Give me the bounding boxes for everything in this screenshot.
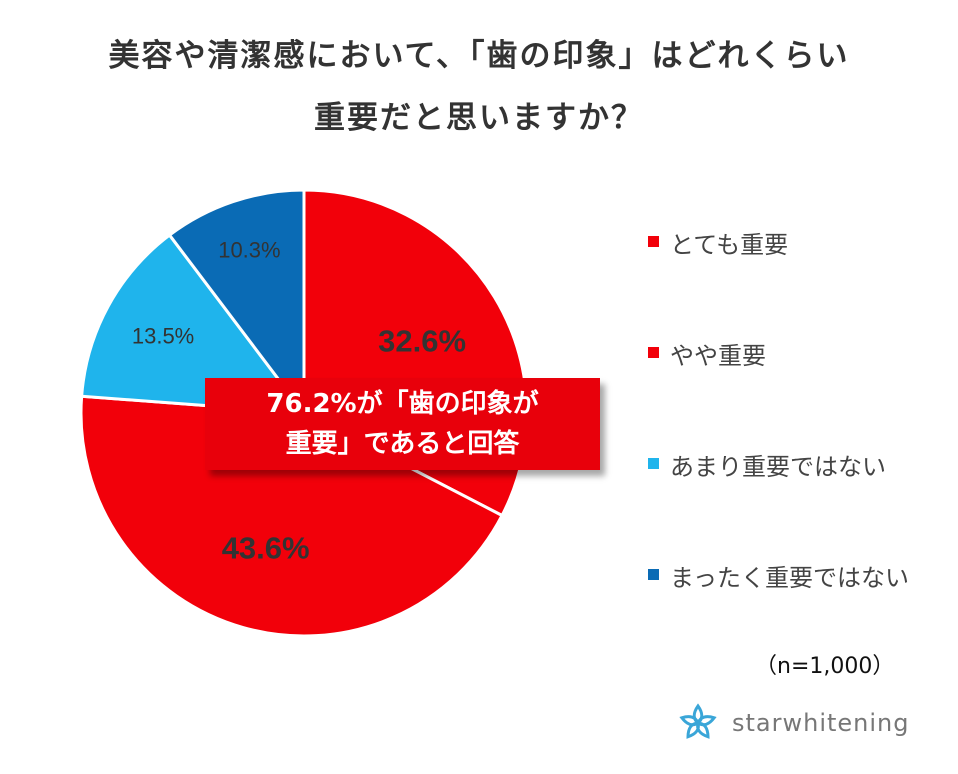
legend-swatch [648,236,659,247]
pie-slice [79,394,504,638]
legend-swatch [648,458,659,469]
legend-label: まったく重要ではない [670,564,910,592]
legend-label: やや重要 [670,342,766,370]
legend-swatch [648,347,659,358]
legend: とても重要 やや重要 あまり重要ではない まったく重要ではない [648,225,909,669]
slice-value-label: 43.6% [222,531,310,566]
legend-item-very-important: とても重要 [648,225,909,336]
pie-slice [80,233,306,415]
chart-title-line-1: 美容や清潔感において、「歯の印象」はどれくらい [108,38,850,74]
star-flower-icon [679,703,717,739]
callout-line-1: 76.2%が「歯の印象が [266,389,539,419]
brand-logo: starwhitening [676,703,910,743]
slice-value-label: 10.3% [218,238,280,263]
legend-item-somewhat-important: やや重要 [648,336,909,447]
pie-slice [168,188,306,415]
legend-label: あまり重要ではない [670,453,886,481]
summary-callout: 76.2%が「歯の印象が 重要」であると回答 [205,378,600,470]
callout-line-2: 重要」であると回答 [285,429,520,459]
legend-item-not-very-important: あまり重要ではない [648,447,909,558]
slice-value-label: 32.6% [378,324,466,359]
legend-item-not-important-at-all: まったく重要ではない [648,558,909,669]
legend-label: とても重要 [670,231,789,259]
brand-name: starwhitening [732,709,910,737]
chart-title-line-2: 重要だと思いますか？ [314,100,644,136]
sample-size: （n=1,000） [755,654,895,679]
slice-value-label: 13.5% [132,324,194,349]
legend-swatch [648,569,659,580]
